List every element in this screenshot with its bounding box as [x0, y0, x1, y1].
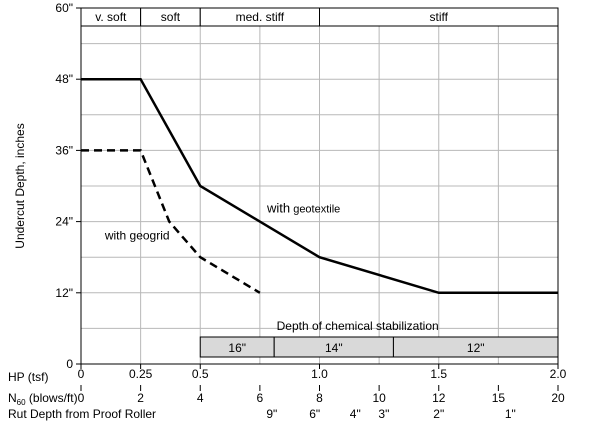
- series-annotation-1: with geogrid: [104, 228, 170, 242]
- y-tick-label-4: 48": [55, 72, 73, 86]
- rut-tick-label-1: 6": [309, 407, 320, 421]
- series-line-1: [81, 149, 261, 294]
- consistency-band-label-2: med. stiff: [236, 10, 285, 24]
- axes: [76, 7, 559, 391]
- rut-axis-title: Rut Depth from Proof Roller: [8, 407, 156, 421]
- stabilization-bands: Depth of chemical stabilization 16" 14" 12": [199, 319, 559, 358]
- n60-tick-label-3: 6: [257, 391, 264, 405]
- rut-tick-label-0: 9": [266, 407, 277, 421]
- stabilization-band-label-2: 12": [467, 341, 485, 355]
- n60-tick-label-8: 20: [551, 391, 565, 405]
- n60-tick-label-6: 12: [432, 391, 446, 405]
- consistency-band-label-1: soft: [161, 10, 181, 24]
- x-axis-title: HP (tsf): [8, 370, 48, 384]
- n60-tick-label-5: 10: [372, 391, 386, 405]
- x-tick-label-2: 0.5: [192, 367, 209, 381]
- series-line-0: [81, 77, 558, 295]
- n60-tick-label-7: 15: [492, 391, 506, 405]
- n60-tick-label-2: 4: [197, 391, 204, 405]
- data-series: [81, 77, 558, 295]
- consistency-band-label-3: stiff: [430, 10, 449, 24]
- series-annotation-0: with geotextile: [266, 201, 340, 216]
- y-tick-label-5: 60": [55, 1, 73, 15]
- grid-lines: [81, 8, 559, 364]
- stabilization-band-label-0: 16": [228, 341, 246, 355]
- rut-tick-label-2: 4": [350, 407, 361, 421]
- y-tick-label-1: 12": [55, 286, 73, 300]
- x-tick-label-3: 1.0: [311, 367, 328, 381]
- consistency-band-label-0: v. soft: [95, 10, 127, 24]
- x-tick-label-0: 0: [78, 367, 85, 381]
- n60-axis-title: N60 (blows/ft): [8, 391, 78, 407]
- y-tick-label-0: 0: [66, 357, 73, 371]
- rut-tick-label-4: 2": [433, 407, 444, 421]
- n60-tick-label-1: 2: [137, 391, 144, 405]
- stabilization-title: Depth of chemical stabilization: [277, 319, 439, 333]
- x-tick-label-4: 1.5: [430, 367, 447, 381]
- n60-tick-label-4: 8: [316, 391, 323, 405]
- y-tick-label-3: 36": [55, 143, 73, 157]
- rut-tick-label-5: 1": [505, 407, 516, 421]
- rut-tick-label-3: 3": [378, 407, 389, 421]
- y-axis-title: Undercut Depth, inches: [13, 123, 27, 248]
- x-tick-label-5: 2.0: [550, 367, 567, 381]
- x-tick-label-1: 0.25: [129, 367, 153, 381]
- n60-tick-label-0: 0: [78, 391, 85, 405]
- consistency-bands: v. soft soft med. stiff stiff: [80, 7, 559, 27]
- stabilization-band-label-1: 14": [325, 341, 343, 355]
- annotations: with geotextile with geogrid: [104, 201, 340, 243]
- y-tick-label-2: 24": [55, 215, 73, 229]
